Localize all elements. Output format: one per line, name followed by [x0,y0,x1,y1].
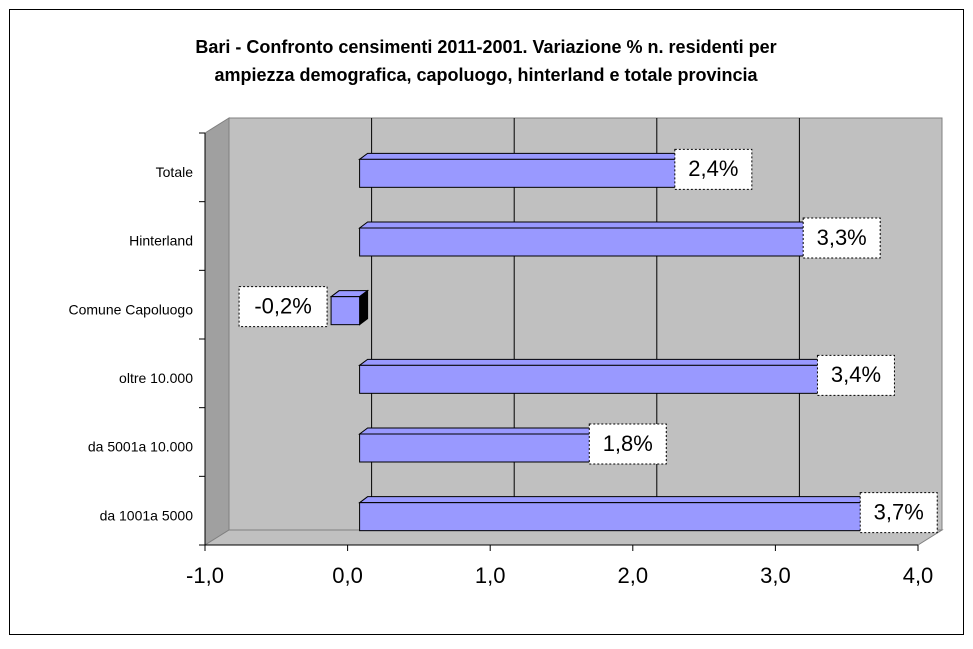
value-label: 3,4% [831,362,881,387]
floor [203,529,944,546]
value-label-box [674,148,753,190]
bar-side [359,289,369,326]
bar-top [358,358,854,366]
bar-top [358,221,840,229]
bar [359,502,888,532]
bar [359,364,845,394]
value-label-box [802,217,881,259]
bar [330,296,361,326]
y-tick-label: oltre 10.000 [119,370,193,386]
bar-top [358,427,626,435]
x-tick-label: 2,0 [618,563,649,588]
chart-subtitle: ampiezza demografica, capoluogo, hinterl… [214,65,758,85]
bar-top [358,152,712,160]
value-label-box [588,423,667,465]
value-label: 2,4% [688,156,738,181]
x-tick-label: 0,0 [332,563,363,588]
value-label-box [238,286,328,328]
bar [359,433,617,463]
x-tick-label: -1,0 [186,563,224,588]
y-tick-label: Hinterland [129,233,193,249]
side-wall [204,117,230,546]
y-tick-label: da 1001a 5000 [100,507,194,523]
bar [359,227,831,257]
x-tick-label: 1,0 [475,563,506,588]
value-label: 3,3% [817,225,867,250]
x-tick-label: 4,0 [903,563,934,588]
value-label-box [816,354,895,396]
y-tick-label: Comune Capoluogo [68,301,193,317]
value-label: -0,2% [254,293,311,318]
bar-top [358,496,897,504]
y-tick-label: da 5001a 10.000 [88,439,193,455]
y-tick-label: Totale [156,164,194,180]
chart-title: Bari - Confronto censimenti 2011-2001. V… [195,37,776,57]
x-tick-label: 3,0 [760,563,791,588]
value-label: 3,7% [874,499,924,524]
value-label-box [859,492,938,534]
value-label: 1,8% [603,431,653,456]
bar [359,158,703,188]
